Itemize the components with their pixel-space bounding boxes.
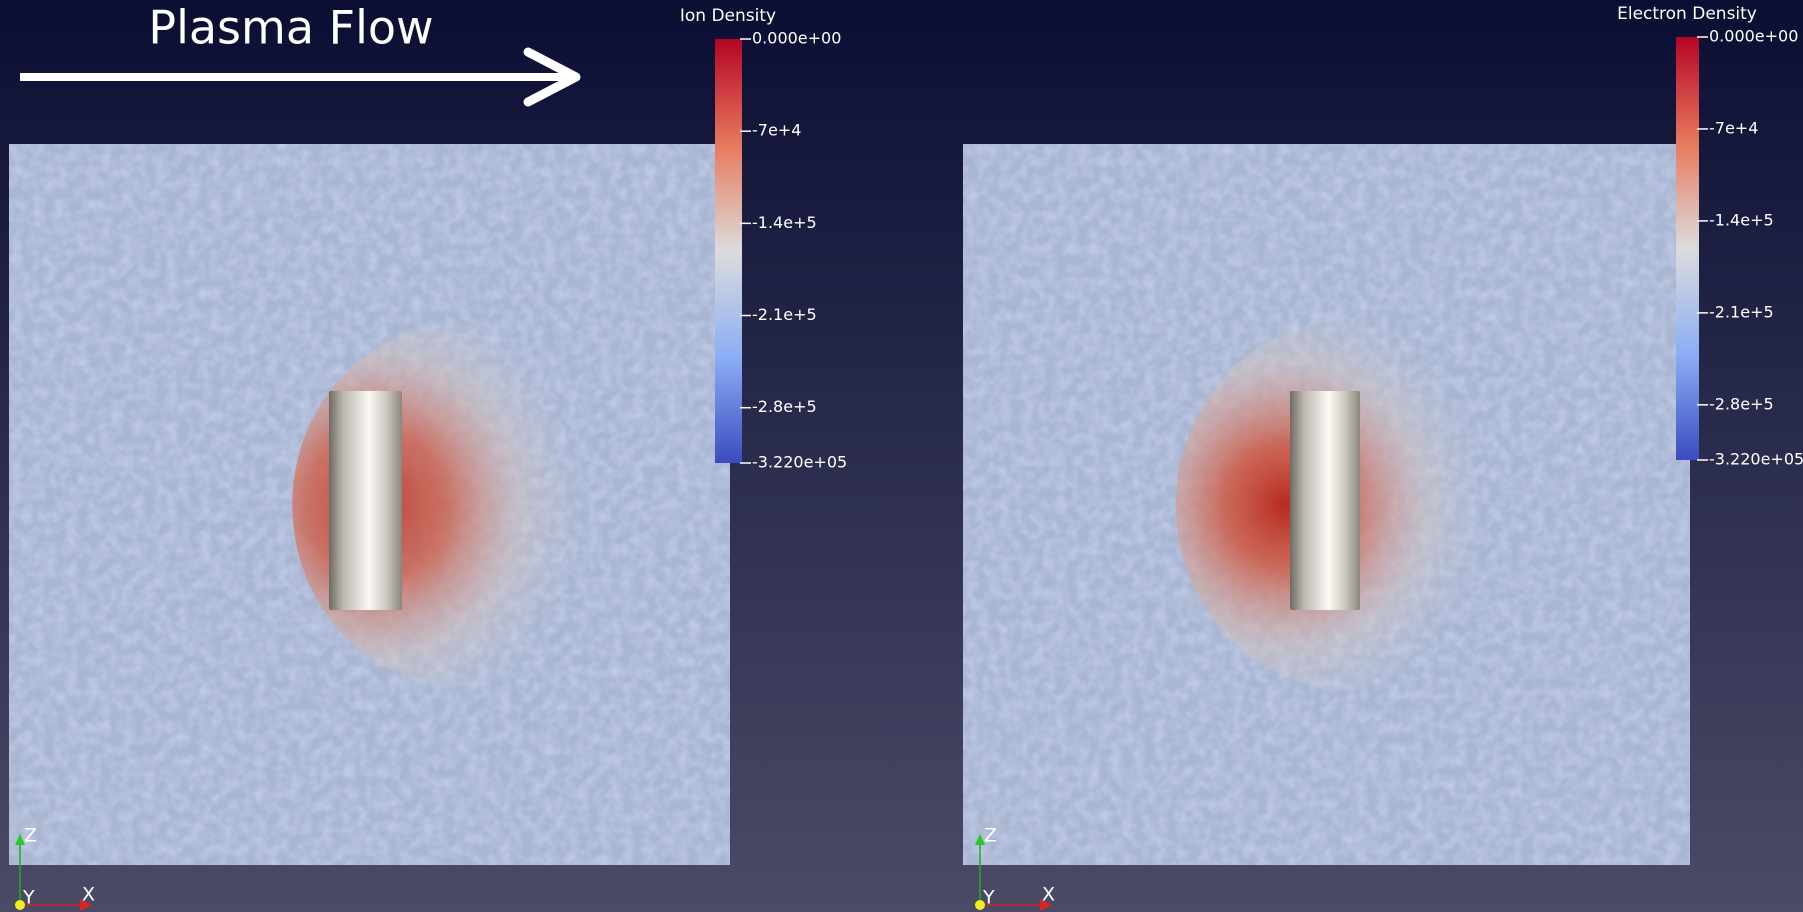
colorbar-tick-label: -3.220e+05 <box>752 453 847 472</box>
colorbar-tick-label: -2.1e+5 <box>752 305 817 324</box>
title: Plasma Flow <box>148 1 433 55</box>
colorbar-tick-label: -7e+4 <box>1709 118 1758 137</box>
colorbar-tick-label: -1.4e+5 <box>752 213 817 232</box>
colorbar-tick-label: -7e+4 <box>752 121 801 140</box>
colorbar-tick-label: -1.4e+5 <box>1709 210 1774 229</box>
axis-y-label: Y <box>982 887 995 909</box>
cylinder <box>329 391 402 610</box>
colorbar-tick-label: -2.8e+5 <box>752 397 817 416</box>
colorbar-tick-label: 0.000e+00 <box>1709 27 1798 46</box>
render-view: Plasma Flow Ion Density 0.000e+00 -7e+4 -1.… <box>0 0 1803 912</box>
cylinder <box>1290 391 1360 610</box>
colorbar-tick-label: -3.220e+05 <box>1709 450 1803 469</box>
axis-z-label: Z <box>24 825 37 847</box>
colorbar-tick-label: 0.000e+00 <box>752 29 841 48</box>
colorbar-tick-label: -2.8e+5 <box>1709 394 1774 413</box>
page: Plasma Flow Ion Density 0.000e+00 -7e+4 -1.… <box>0 0 1803 912</box>
colorbar <box>715 39 742 463</box>
colorbar <box>1676 37 1699 460</box>
axis-x-label: X <box>82 884 95 906</box>
colorbar-title: Ion Density <box>680 6 776 26</box>
axis-z-label: Z <box>984 825 997 847</box>
axis-x-label: X <box>1042 884 1055 906</box>
colorbar-tick-label: -2.1e+5 <box>1709 302 1774 321</box>
colorbar-title: Electron Density <box>1617 4 1757 24</box>
axis-y-label: Y <box>22 887 35 909</box>
